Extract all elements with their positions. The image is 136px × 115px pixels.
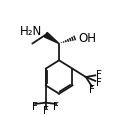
Text: F: F bbox=[96, 69, 102, 79]
Text: F: F bbox=[96, 77, 102, 87]
Text: OH: OH bbox=[79, 32, 97, 45]
Text: F: F bbox=[89, 84, 95, 94]
Text: F: F bbox=[32, 101, 38, 111]
Text: F: F bbox=[43, 105, 49, 115]
Polygon shape bbox=[44, 33, 59, 44]
Text: H₂N: H₂N bbox=[20, 25, 42, 38]
Text: F: F bbox=[53, 101, 59, 111]
